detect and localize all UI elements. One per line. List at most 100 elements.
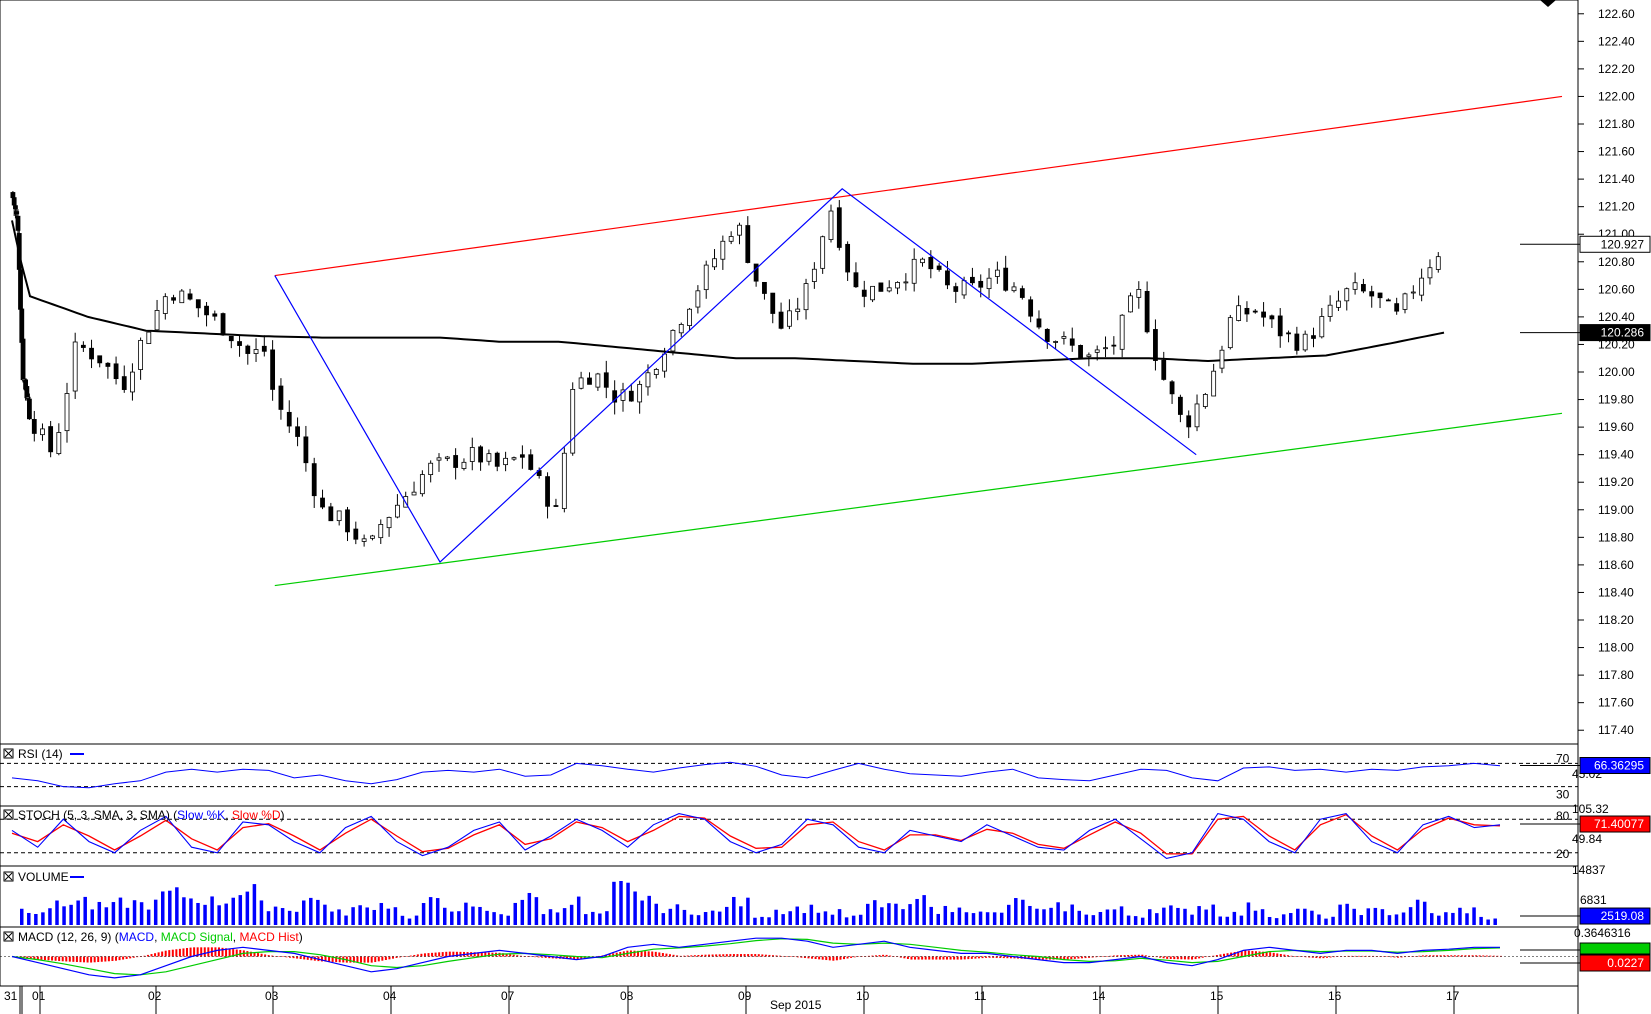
volume-bar [682, 909, 687, 925]
candle-body [970, 276, 975, 284]
volume-bar [887, 903, 891, 925]
volume-mid-label: 6831 [1580, 893, 1607, 907]
macd-hist-bar [1009, 956, 1012, 959]
zigzag-pattern [274, 188, 1197, 564]
time-tick-label: 02 [148, 989, 162, 1003]
time-tick-label: 31 [4, 989, 18, 1003]
macd-hist-bar [924, 956, 927, 960]
volume-bar [294, 911, 299, 925]
macd-hist-bar [867, 955, 870, 957]
macd-line [11, 937, 1500, 979]
candle-body [212, 313, 218, 317]
volume-bar [1183, 908, 1187, 925]
volume-bar [598, 913, 602, 925]
macd-hist-bar [125, 956, 128, 959]
candle-body [130, 371, 135, 393]
time-tick-label: 10 [856, 989, 870, 1003]
candle-body [1269, 315, 1275, 320]
macd-title[interactable]: MACD (12, 26, 9) (MACD, MACD Signal, MAC… [3, 930, 303, 944]
candle-body [895, 282, 900, 289]
macd-hist-bar [1382, 956, 1385, 957]
macd-hist-bar [1365, 955, 1368, 957]
price-tick-label: 122.20 [1598, 62, 1635, 76]
collapse-arrow-icon[interactable] [1540, 0, 1556, 7]
macd-hist-bar [743, 954, 746, 957]
macd-hist-bar [249, 951, 252, 957]
macd-hist-bar [1130, 954, 1133, 957]
macd-hist-bar [186, 947, 189, 957]
volume-bar [858, 914, 863, 925]
macd-hist-bar [335, 956, 338, 963]
macd-hist-bar [239, 949, 242, 957]
macd-hist-bar [487, 952, 490, 957]
volume-bar [1035, 908, 1039, 925]
macd-hist-bar [189, 947, 192, 957]
macd-hist-bar [1144, 955, 1147, 957]
candle-body [845, 243, 851, 273]
macd-hist-bar [1350, 955, 1353, 957]
volume-bar [746, 897, 750, 925]
volume-title-text: VOLUME [18, 870, 69, 884]
volume-bar [1232, 911, 1237, 925]
candle-body [853, 272, 859, 288]
macd-hist-bar [509, 954, 512, 957]
volume-bar [471, 906, 475, 925]
candle-body [1419, 277, 1425, 296]
candle-body [1103, 347, 1108, 350]
volume-bar [259, 900, 264, 925]
macd-hist-bar [1325, 956, 1328, 958]
macd-hist-bar [569, 956, 572, 960]
macd-hist-bar [1386, 956, 1389, 957]
moving-average [11, 220, 1445, 365]
candle-body [336, 510, 342, 522]
candle-body [1061, 336, 1067, 339]
macd-hist-bar [1276, 953, 1279, 957]
candle-body [1227, 317, 1233, 349]
macd-hist-bar [168, 950, 171, 957]
macd-hist-bar [1240, 950, 1243, 957]
candle-body [695, 290, 701, 308]
macd-hist-bar [974, 956, 977, 959]
macd-hist-bar [640, 951, 643, 957]
candle-body [253, 349, 259, 354]
stoch-mid-label: 49.84 [1572, 832, 1602, 846]
volume-bar [175, 887, 179, 925]
macd-max-label: 0.3646316 [1574, 926, 1631, 940]
stoch-title-comma: , [225, 808, 232, 822]
time-tick-label: 07 [501, 989, 515, 1003]
candle-body [836, 207, 842, 248]
candle-body [386, 516, 392, 529]
volume-bar [668, 908, 673, 925]
stoch-d-line [11, 813, 1501, 855]
candle-body [1053, 341, 1059, 343]
last-price-label-box [1579, 235, 1651, 253]
macd-hist-bar [800, 956, 803, 958]
volume-bar [34, 913, 38, 925]
macd-hist-bar [1056, 956, 1059, 960]
volume-bar [647, 895, 651, 925]
macd-hist-bar [1478, 955, 1481, 957]
macd-hist-bar [679, 955, 682, 957]
macd-hist-bar [935, 956, 938, 960]
volume-bar [273, 906, 278, 925]
time-tick-label: 15 [1210, 989, 1224, 1003]
rsi-title[interactable]: RSI (14) [3, 747, 84, 761]
macd-title-main: MACD (12, 26, 9) [18, 930, 111, 944]
volume-bar [457, 911, 461, 925]
candle-body [1435, 256, 1441, 270]
macd-hist-bar [771, 955, 774, 957]
macd-hist-bar [1219, 954, 1222, 957]
macd-hist-bar [58, 956, 61, 962]
macd-hist-bar [427, 953, 430, 957]
volume-title[interactable]: VOLUME [3, 870, 84, 884]
macd-hist-bar [612, 953, 615, 957]
volume-bar [1486, 919, 1490, 925]
macd-hist-bar [154, 953, 157, 957]
stoch-level-80-label: 80 [1556, 809, 1570, 823]
macd-hist-bar [232, 949, 235, 957]
volume-bar [478, 906, 482, 925]
stoch-title[interactable]: STOCH (5, 3, SMA, 3, SMA) (Slow %K, Slow… [3, 808, 285, 822]
volume-bar [696, 915, 701, 925]
macd-hist-bar [1034, 956, 1037, 960]
price-tick-label: 121.40 [1598, 172, 1635, 186]
